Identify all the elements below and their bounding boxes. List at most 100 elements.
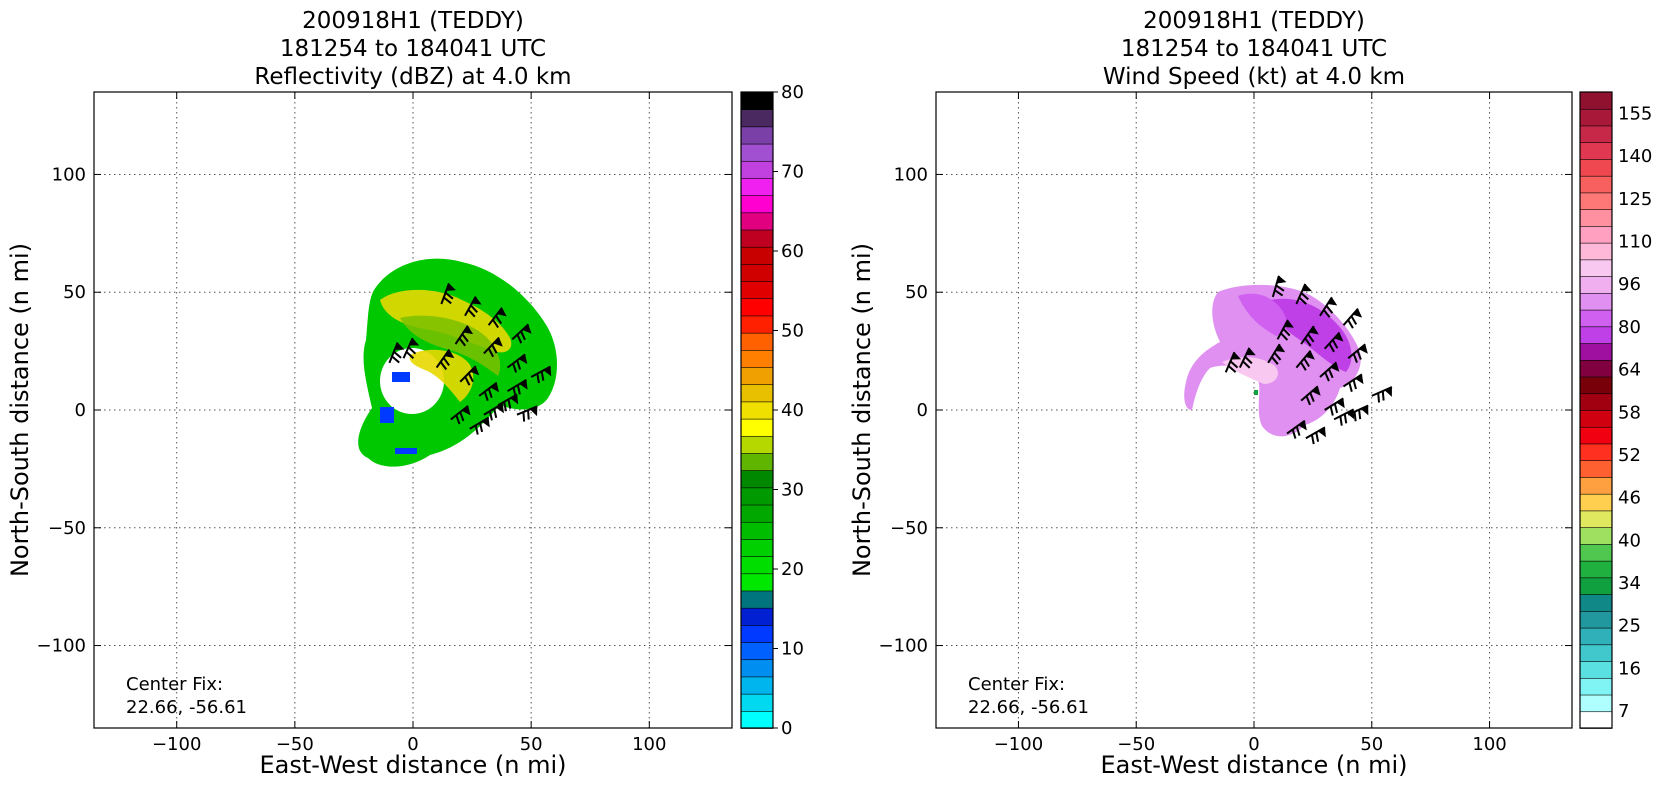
wind-wind-barb-flag-12 bbox=[1330, 362, 1340, 372]
wind-wind-barb-flag-7 bbox=[1359, 344, 1368, 354]
wind-wind-barb-feather-a-4 bbox=[1282, 328, 1291, 337]
wind-colorbar-label-3: 34 bbox=[1618, 573, 1641, 594]
reflectivity-wind-barb-feather-a-12 bbox=[487, 388, 493, 398]
reflectivity-wind-barb-flag-8 bbox=[394, 342, 405, 350]
wind-wind-barb-feather-b-20 bbox=[1339, 416, 1343, 426]
wind-colorbar-segment-21 bbox=[1579, 359, 1613, 378]
reflectivity-blue-patch-2 bbox=[392, 372, 410, 382]
reflectivity-colorbar-segment-2 bbox=[740, 676, 774, 695]
wind-wind-barb-flag-1 bbox=[1302, 283, 1312, 292]
wind-colorbar-segment-22 bbox=[1579, 342, 1613, 361]
reflectivity-wind-barb-0 bbox=[440, 283, 457, 305]
reflectivity-wind-barb-flag-16 bbox=[481, 417, 490, 428]
reflectivity-wind-barb-flag-7 bbox=[543, 366, 552, 377]
reflectivity-wind-barb-8 bbox=[388, 342, 405, 364]
wind-wind-barb-feather-a-2 bbox=[1325, 305, 1334, 314]
wind-wind-barb-5 bbox=[1300, 325, 1319, 347]
reflectivity-wind-barb-11 bbox=[459, 365, 480, 386]
wind-wind-barb-feather-a-0 bbox=[1275, 284, 1285, 292]
wind-colorbar-segment-29 bbox=[1579, 225, 1613, 244]
reflectivity-wind-barb-feather-a-0 bbox=[444, 291, 454, 300]
wind-wind-barbs bbox=[1224, 275, 1393, 445]
wind-wind-barb-feather-b-6 bbox=[1328, 343, 1335, 353]
reflectivity-core-yellow-2 bbox=[409, 349, 474, 402]
reflectivity-wind-barb-flag-17 bbox=[495, 403, 504, 414]
reflectivity-blue-patch-3 bbox=[395, 448, 417, 454]
wind-colorbar-segment-23 bbox=[1579, 326, 1613, 344]
wind-colorbar-label-1: 16 bbox=[1618, 658, 1641, 679]
reflectivity-grid bbox=[94, 92, 732, 728]
wind-center-marker bbox=[1254, 390, 1258, 395]
wind-wind-barb-feather-a-8 bbox=[1229, 360, 1239, 369]
reflectivity-wind-barb-flag-10 bbox=[444, 349, 455, 359]
reflectivity-wind-barb-feather-a-8 bbox=[393, 351, 402, 359]
reflectivity-colorbar-segment-29 bbox=[740, 212, 774, 231]
reflectivity-wind-barb-feather-b-2 bbox=[492, 319, 500, 329]
wind-wind-barb-4 bbox=[1276, 319, 1294, 341]
wind-wind-barb-feather-b-4 bbox=[1280, 332, 1289, 341]
reflectivity-wind-barb-16 bbox=[469, 416, 490, 435]
reflectivity-wind-barb-flag-13 bbox=[510, 394, 519, 405]
reflectivity-blue-patch bbox=[380, 407, 394, 423]
reflectivity-wind-barb-feather-b-12 bbox=[483, 391, 489, 401]
wind-colorbar-segment-13 bbox=[1579, 493, 1613, 512]
wind-wind-barb-feather-b-2 bbox=[1322, 309, 1331, 318]
wind-colorbar-label-7: 58 bbox=[1618, 402, 1641, 423]
reflectivity-title-line-1: 200918H1 (TEDDY) bbox=[302, 8, 524, 34]
wind-wind-barb-feather-a-5 bbox=[1307, 333, 1315, 343]
reflectivity-wind-barb-feather-b-1 bbox=[467, 308, 476, 318]
reflectivity-wind-barb-flag-3 bbox=[522, 324, 532, 334]
wind-field bbox=[1184, 275, 1393, 445]
reflectivity-wind-barb-9 bbox=[402, 337, 420, 359]
wind-wind-barb-flag-16 bbox=[1336, 398, 1345, 409]
wind-wind-barb-feather-b-3 bbox=[1347, 319, 1354, 329]
wind-core-purple bbox=[1270, 298, 1352, 372]
reflectivity-ytick-label-2: 0 bbox=[75, 400, 86, 421]
wind-ytick-label-3: 50 bbox=[905, 282, 928, 303]
reflectivity-wind-barb-flag-12 bbox=[490, 382, 499, 393]
reflectivity-wind-barb-feather-a-17 bbox=[493, 408, 498, 419]
wind-colorbar-segment-10 bbox=[1579, 543, 1613, 562]
wind-xtick-label-1: −50 bbox=[1117, 734, 1155, 755]
wind-colorbar-segment-33 bbox=[1579, 158, 1613, 177]
wind-center-fix-value: 22.66, -56.61 bbox=[968, 697, 1089, 718]
wind-wind-barb-flag-18 bbox=[1298, 420, 1307, 431]
wind-xtick-label-2: 0 bbox=[1248, 734, 1259, 755]
reflectivity-colorbar-segment-15 bbox=[740, 452, 774, 471]
reflectivity-wind-barb-feather-a-18 bbox=[516, 384, 521, 395]
reflectivity-wind-barb-2 bbox=[487, 307, 507, 329]
reflectivity-colorbar-segment-35 bbox=[740, 108, 774, 128]
wind-colorbar-segment-35 bbox=[1579, 125, 1613, 144]
reflectivity-colorbar-segment-20 bbox=[740, 366, 774, 386]
wind-wind-barb-flag-4 bbox=[1284, 319, 1294, 328]
wind-wind-barb-feather-b-13 bbox=[1348, 382, 1353, 393]
wind-colorbar-label-5: 46 bbox=[1618, 488, 1641, 509]
reflectivity-xtick-label-0: −100 bbox=[152, 734, 201, 755]
reflectivity-wind-barb-4 bbox=[454, 325, 474, 347]
reflectivity-ylabel: North-South distance (n mi) bbox=[6, 243, 34, 577]
reflectivity-wind-barb-flag-2 bbox=[497, 307, 507, 317]
wind-wind-barb-feather-b-0 bbox=[1274, 289, 1284, 297]
wind-wind-barb-2 bbox=[1319, 296, 1338, 318]
wind-colorbar-segment-18 bbox=[1579, 409, 1613, 428]
reflectivity-colorbar-label-8: 80 bbox=[781, 82, 804, 103]
wind-speed-panel: 200918H1 (TEDDY) 181254 to 184041 UTC Wi… bbox=[848, 8, 1652, 779]
wind-wind-barb-flag-8 bbox=[1231, 352, 1242, 360]
wind-wind-barb-12 bbox=[1319, 361, 1340, 382]
reflectivity-wind-barb-feather-a-7 bbox=[540, 371, 545, 381]
wind-wind-barb-feather-a-15 bbox=[1309, 392, 1315, 402]
wind-wind-barb-3 bbox=[1342, 307, 1363, 329]
reflectivity-colorbar-segment-30 bbox=[740, 194, 774, 214]
reflectivity-colorbar-segment-7 bbox=[740, 590, 774, 609]
wind-wind-barb-feather-a-20 bbox=[1343, 413, 1348, 424]
wind-colorbar-segment-12 bbox=[1579, 510, 1613, 528]
reflectivity-wind-barb-12 bbox=[478, 381, 499, 401]
wind-wind-barb-feather-b-7 bbox=[1352, 353, 1358, 363]
wind-xlabel: East-West distance (n mi) bbox=[1100, 751, 1407, 779]
wind-wind-barb-feather-b-9 bbox=[1242, 360, 1251, 369]
wind-wind-barb-feather-b-5 bbox=[1304, 337, 1312, 347]
wind-wind-barb-18 bbox=[1286, 419, 1307, 439]
wind-wind-barb-flag-0 bbox=[1276, 275, 1287, 284]
wind-colorbar-segment-0 bbox=[1579, 710, 1613, 729]
